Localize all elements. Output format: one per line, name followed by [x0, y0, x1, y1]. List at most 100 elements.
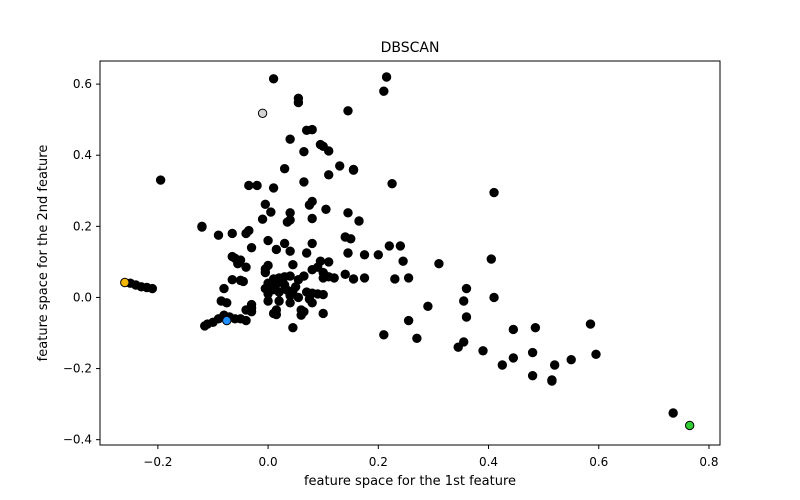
- scatter-point: [147, 283, 158, 294]
- plot-area: [120, 72, 695, 431]
- scatter-point: [318, 273, 328, 283]
- scatter-point: [486, 254, 496, 264]
- scatter-point: [585, 319, 596, 329]
- scatter-point: [299, 177, 309, 187]
- y-tick-label: 0.0: [73, 290, 92, 304]
- scatter-point: [412, 333, 422, 344]
- scatter-point: [268, 183, 279, 193]
- scatter-point: [329, 273, 339, 283]
- scatter-point: [307, 298, 317, 308]
- scatter-point: [321, 204, 331, 214]
- scatter-point: [293, 292, 304, 303]
- scatter-point: [304, 200, 315, 210]
- scatter-point: [508, 324, 519, 335]
- scatter-point: [288, 260, 298, 270]
- scatter-point: [293, 97, 304, 108]
- scatter-point: [379, 330, 389, 340]
- scatter-point: [271, 309, 282, 320]
- scatter-point: [246, 306, 257, 317]
- scatter-point: [271, 244, 282, 255]
- scatter-point: [238, 276, 248, 287]
- scatter-point: [461, 283, 472, 294]
- scatter-point: [530, 322, 541, 333]
- scatter-point: [566, 354, 576, 365]
- scatter-point: [527, 370, 538, 381]
- scatter-point: [324, 146, 334, 156]
- scatter-point: [403, 315, 414, 326]
- scatter-point: [307, 238, 317, 249]
- y-tick-label: 0.6: [73, 77, 92, 91]
- scatter-point: [233, 258, 243, 269]
- scatter-point: [274, 287, 284, 297]
- scatter-point: [461, 312, 472, 322]
- scatter-point: [348, 274, 359, 284]
- scatter-point: [222, 315, 232, 326]
- scatter-point: [227, 274, 237, 285]
- scatter-point: [373, 250, 384, 260]
- x-tick-label: 0.6: [589, 455, 608, 469]
- scatter-point: [257, 214, 268, 224]
- scatter-point: [335, 161, 345, 171]
- scatter-point: [684, 420, 695, 431]
- scatter-point: [384, 241, 395, 251]
- scatter-point: [257, 108, 268, 118]
- scatter-point: [241, 228, 251, 239]
- scatter-point: [307, 213, 317, 224]
- scatter-point: [478, 346, 488, 356]
- scatter-point: [324, 170, 334, 180]
- scatter-point: [285, 246, 295, 256]
- scatter-point: [274, 296, 284, 306]
- scatter-point: [340, 269, 350, 280]
- scatter-point: [343, 248, 353, 258]
- scatter-point: [381, 72, 392, 82]
- scatter-point: [547, 375, 557, 385]
- scatter-point: [359, 250, 370, 260]
- scatter-point: [282, 217, 293, 227]
- scatter-point: [155, 175, 166, 185]
- scatter-point: [348, 165, 359, 175]
- axes: −0.2 0.0 0.2 0.4 0.6 0.8 −0.4 −0.2 0.0 0.2 0.4 0.6: [63, 60, 721, 469]
- scatter-point: [434, 258, 444, 269]
- scatter-point: [343, 208, 353, 218]
- scatter-point: [527, 347, 538, 358]
- scatter-point: [260, 199, 271, 209]
- scatter-point: [453, 342, 463, 352]
- x-tick-label: 0.0: [259, 455, 278, 469]
- x-tick-label: 0.2: [369, 455, 388, 469]
- scatter-point: [246, 242, 257, 253]
- scatter-point: [359, 273, 370, 283]
- scatter-point: [497, 360, 508, 370]
- scatter-point: [403, 273, 414, 283]
- scatter-point: [268, 74, 279, 84]
- scatter-point: [296, 310, 306, 320]
- scatter-point: [489, 292, 499, 303]
- scatter-point: [343, 106, 353, 116]
- scatter-point: [379, 86, 389, 96]
- scatter-point: [260, 267, 271, 278]
- scatter-point: [354, 216, 364, 226]
- scatter-point: [459, 296, 469, 306]
- scatter-point: [213, 230, 224, 240]
- scatter-point: [307, 124, 317, 135]
- scatter-point: [263, 235, 273, 246]
- scatter-point: [288, 322, 298, 333]
- scatter-point: [489, 187, 499, 198]
- x-tick-label: 0.8: [699, 455, 718, 469]
- y-axis-label: feature space for the 2nd feature: [36, 145, 51, 362]
- scatter-point: [508, 353, 519, 363]
- chart-title: DBSCAN: [381, 40, 440, 56]
- scatter-point: [279, 238, 290, 249]
- scatter-point: [318, 308, 328, 319]
- scatter-point: [241, 315, 251, 326]
- scatter-point: [285, 298, 295, 308]
- scatter-point: [423, 301, 433, 312]
- scatter-point: [318, 289, 328, 300]
- scatter-point: [197, 222, 207, 232]
- scatter-point: [346, 234, 356, 244]
- x-tick-label: 0.4: [479, 455, 498, 469]
- scatter-point: [307, 265, 317, 275]
- y-tick-label: 0.4: [73, 148, 92, 162]
- scatter-point: [324, 257, 334, 267]
- scatter-point: [387, 178, 397, 189]
